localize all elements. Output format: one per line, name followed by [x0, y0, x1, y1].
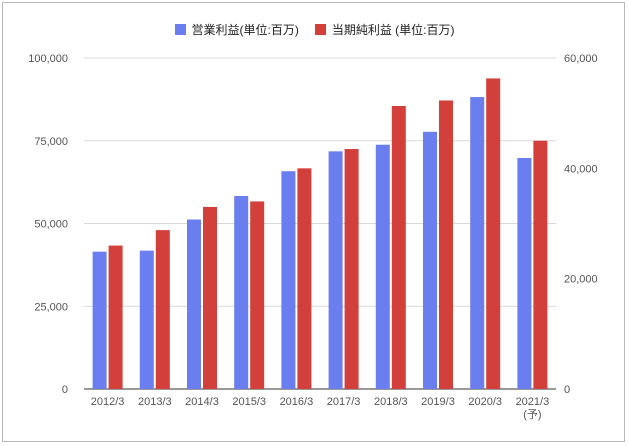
bar-operating-profit — [470, 97, 485, 390]
legend-item-operating-profit[interactable]: 営業利益(単位:百万) — [174, 21, 299, 38]
bar-operating-profit — [281, 171, 296, 389]
x-tick-label: 2018/3 — [374, 396, 408, 408]
legend-item-net-income[interactable]: 当期純利益 (単位:百万) — [314, 21, 455, 38]
x-tick-label: 2015/3 — [232, 396, 266, 408]
legend-swatch-net-income — [314, 24, 326, 35]
x-tick-label: 2013/3 — [138, 396, 172, 408]
y-right-tick-label: 0 — [564, 384, 570, 396]
bar-net-income — [203, 206, 217, 389]
y-right-tick-label: 40,000 — [564, 163, 598, 175]
bar-operating-profit — [423, 131, 437, 390]
legend-label-operating-profit: 営業利益(単位:百万) — [191, 23, 299, 37]
x-tick-label: 2019/3 — [421, 396, 455, 408]
bar-net-income — [391, 105, 406, 390]
bar-net-income — [486, 78, 501, 389]
x-tick-label: 2020/3 — [468, 396, 502, 408]
x-tick-label: 2021/3 — [516, 396, 550, 408]
legend-swatch-operating-profit — [174, 24, 186, 35]
bar-net-income — [108, 245, 123, 389]
bar-operating-profit — [328, 151, 343, 389]
y-right-tick-label: 60,000 — [564, 53, 598, 65]
bar-operating-profit — [139, 250, 154, 389]
x-tick-label: 2017/3 — [327, 396, 361, 408]
x-tick-label: 2016/3 — [280, 396, 314, 408]
bar-net-income — [155, 230, 170, 389]
bar-operating-profit — [375, 144, 390, 389]
bar-net-income — [250, 201, 265, 389]
y-right-tick-label: 20,000 — [564, 274, 598, 286]
y-left-tick-label: 100,000 — [28, 53, 68, 65]
legend-label-net-income: 当期純利益 (単位:百万) — [331, 23, 455, 37]
bar-net-income — [297, 168, 312, 389]
x-tick-note: (予) — [523, 408, 541, 421]
bar-net-income — [344, 149, 359, 389]
chart-legend: 営業利益(単位:百万) 当期純利益 (単位:百万) — [0, 21, 629, 38]
y-left-tick-label: 0 — [62, 384, 68, 396]
bar-net-income — [439, 100, 453, 389]
bar-operating-profit — [187, 219, 201, 389]
x-tick-label: 2012/3 — [91, 396, 125, 408]
x-tick-label: 2014/3 — [185, 396, 219, 408]
bar-operating-profit — [234, 196, 249, 389]
bar-net-income — [533, 140, 548, 389]
y-left-tick-label: 50,000 — [34, 219, 68, 231]
bar-operating-profit — [92, 251, 107, 389]
bar-operating-profit — [517, 157, 532, 389]
y-left-tick-label: 75,000 — [34, 136, 68, 148]
y-left-tick-label: 25,000 — [34, 301, 68, 313]
